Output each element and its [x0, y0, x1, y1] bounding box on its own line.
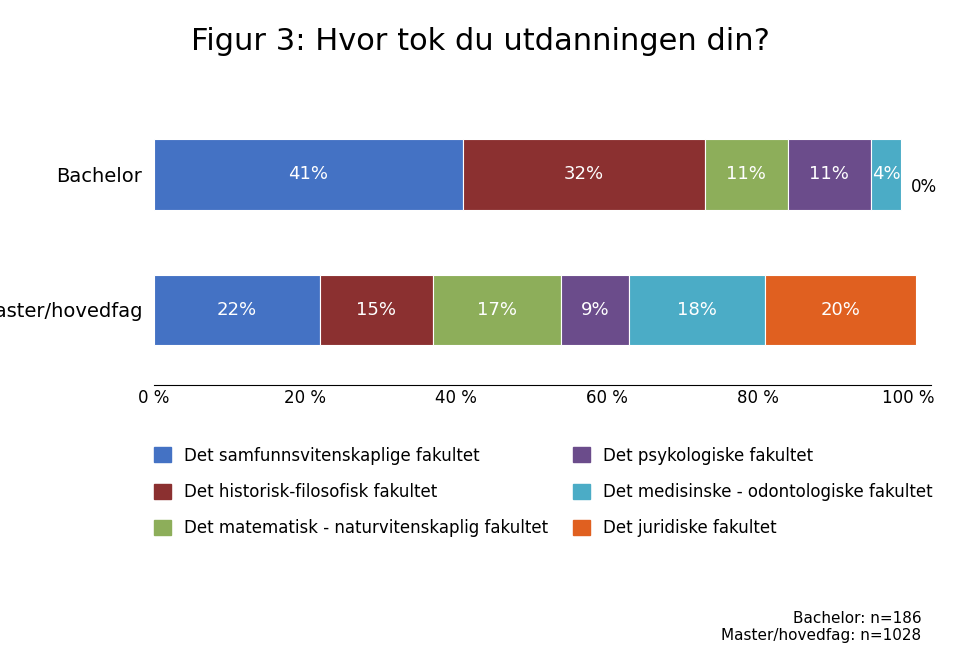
Text: 17%: 17%	[477, 301, 517, 319]
Text: 0%: 0%	[911, 178, 937, 196]
Bar	[765, 274, 916, 345]
Text: Figur 3: Hvor tok du utdanningen din?: Figur 3: Hvor tok du utdanningen din?	[191, 27, 769, 56]
Text: 4%: 4%	[872, 165, 900, 184]
Text: 18%: 18%	[677, 301, 717, 319]
Text: 22%: 22%	[217, 301, 256, 319]
Legend: Det samfunnsvitenskaplige fakultet, Det historisk-filosofisk fakultet, Det matem: Det samfunnsvitenskaplige fakultet, Det …	[155, 447, 933, 537]
Text: 20%: 20%	[821, 301, 860, 319]
Text: 32%: 32%	[564, 165, 604, 184]
Bar	[788, 139, 871, 210]
Bar	[705, 139, 788, 210]
Bar	[562, 274, 629, 345]
Text: 9%: 9%	[581, 301, 610, 319]
Bar	[629, 274, 765, 345]
Bar	[154, 274, 320, 345]
Bar	[154, 139, 463, 210]
Bar	[320, 274, 433, 345]
Text: 11%: 11%	[727, 165, 766, 184]
Text: Bachelor: n=186
Master/hovedfag: n=1028: Bachelor: n=186 Master/hovedfag: n=1028	[722, 611, 922, 643]
Bar	[433, 274, 562, 345]
Bar	[871, 139, 901, 210]
Bar	[463, 139, 705, 210]
Text: 11%: 11%	[809, 165, 850, 184]
Text: 41%: 41%	[288, 165, 328, 184]
Text: 15%: 15%	[356, 301, 396, 319]
